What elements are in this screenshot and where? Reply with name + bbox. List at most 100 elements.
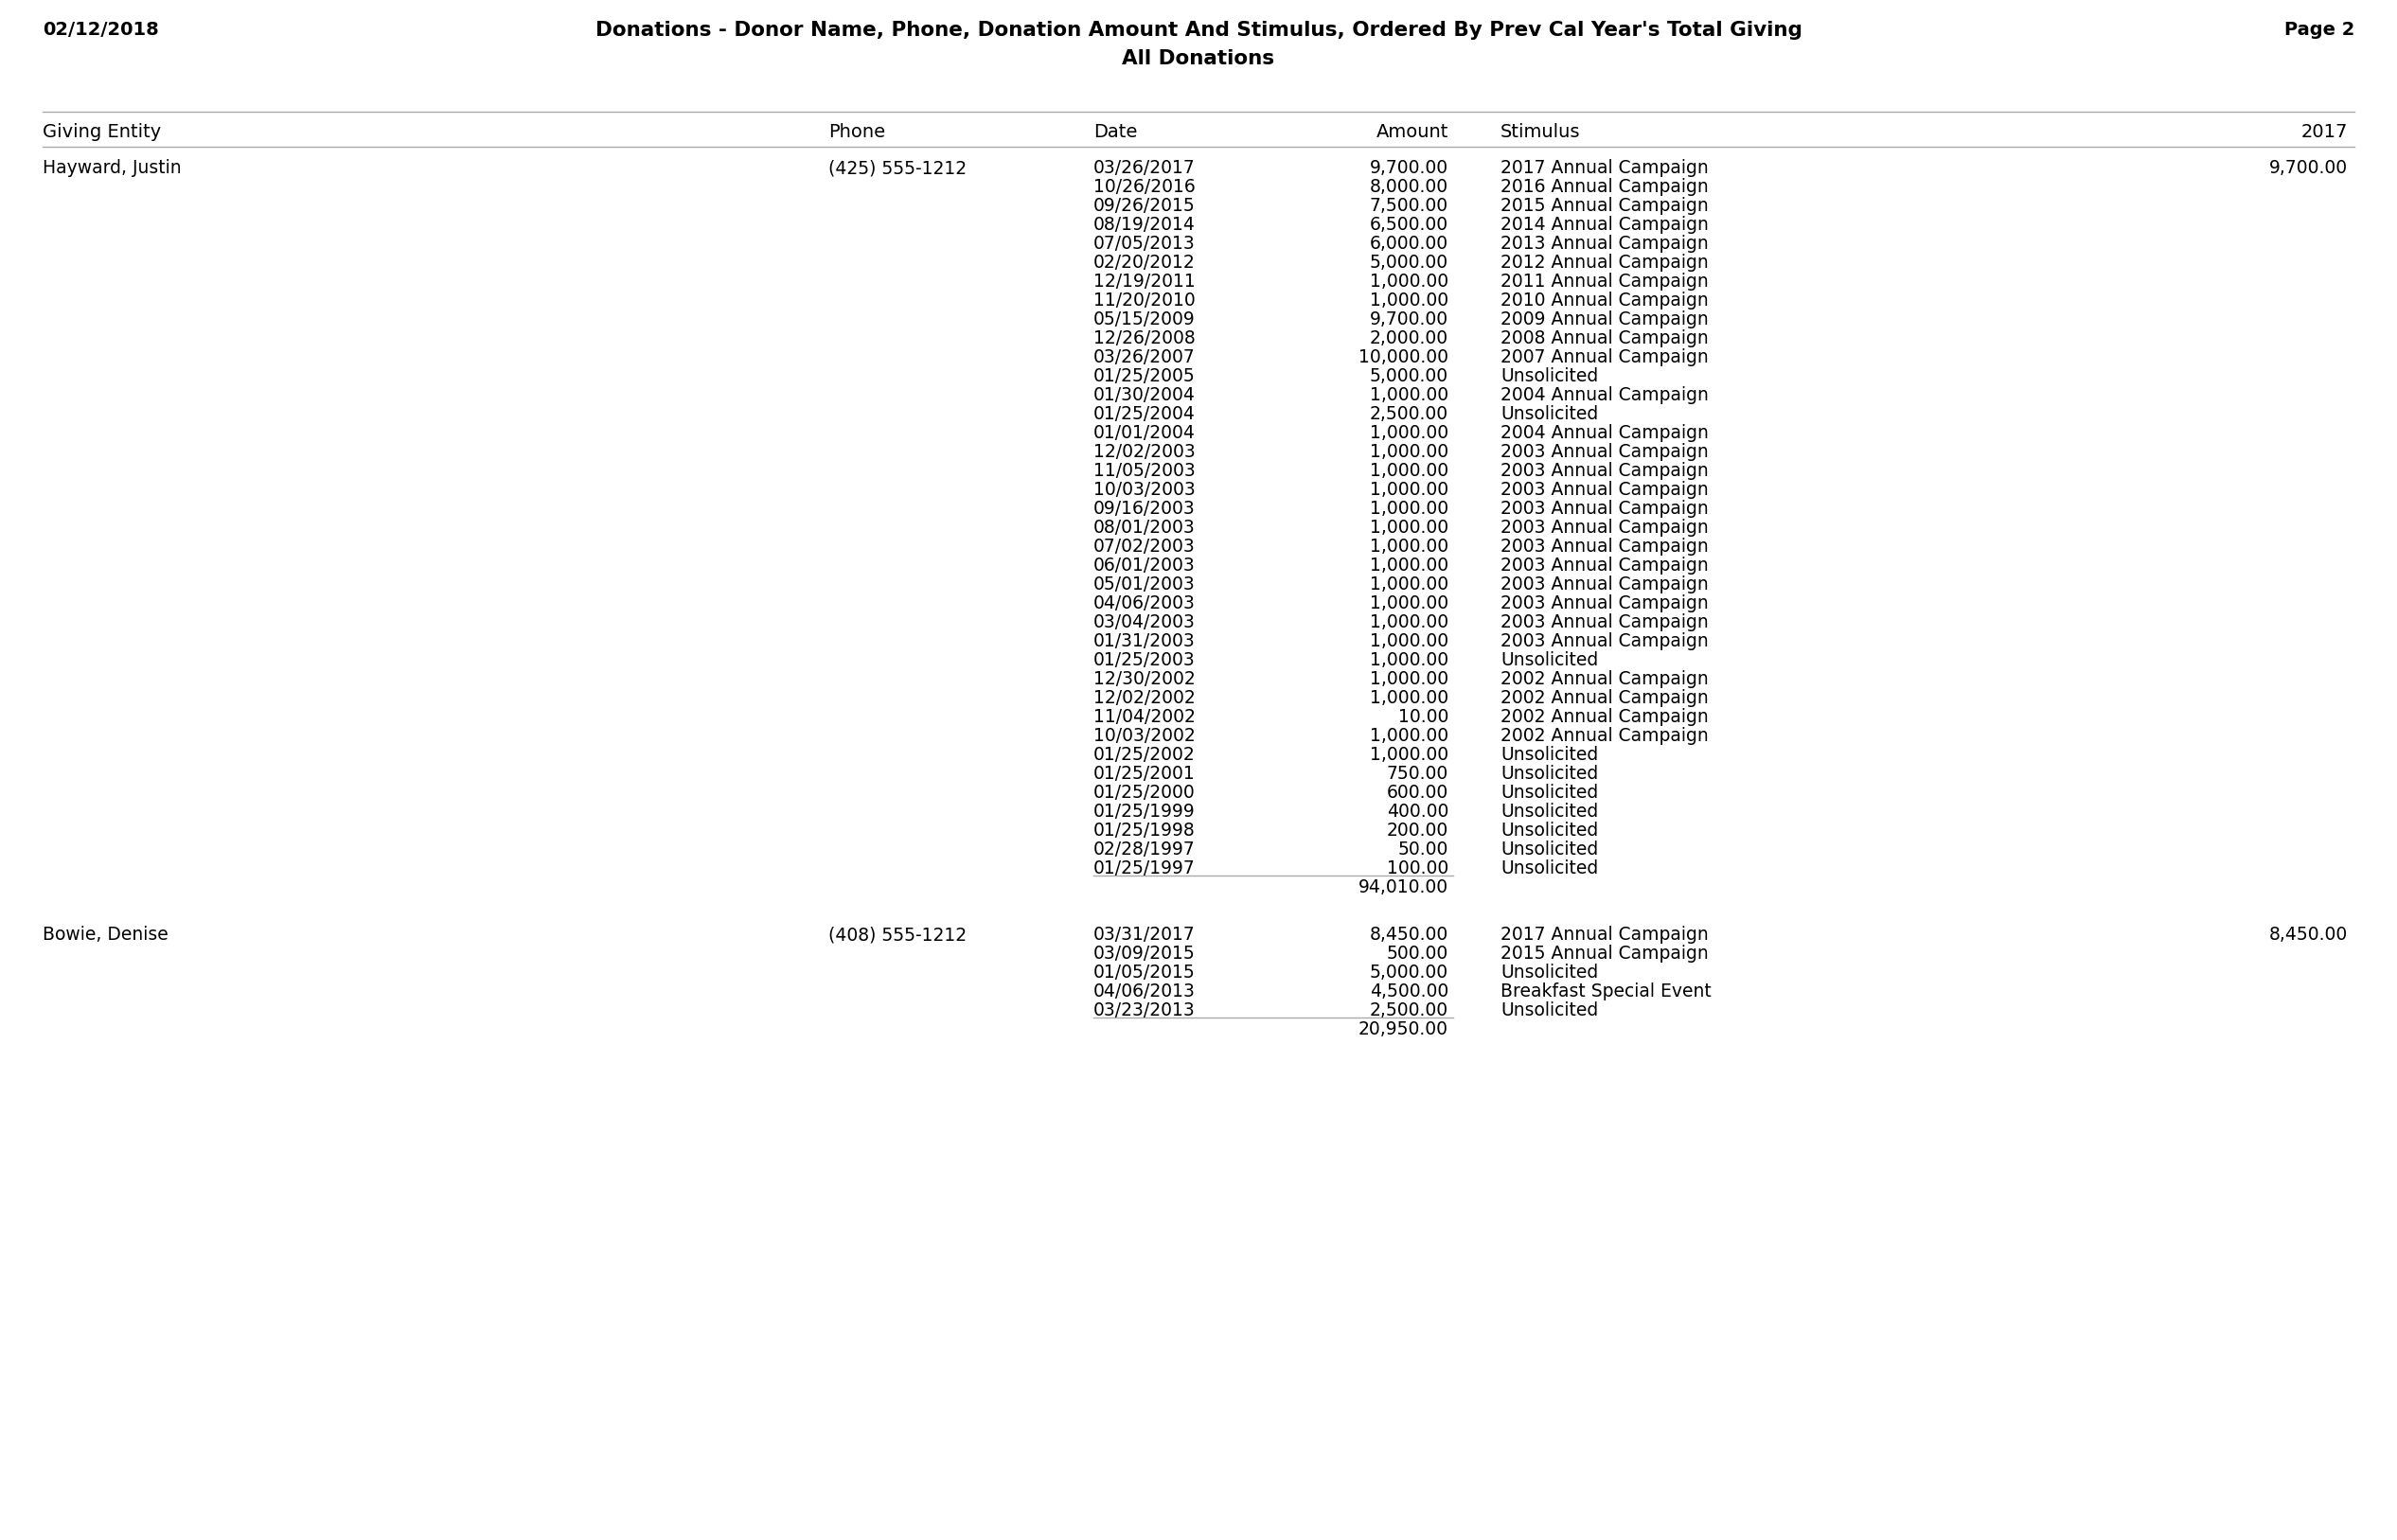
Text: 02/20/2012: 02/20/2012 xyxy=(1093,254,1196,271)
Text: Unsolicited: Unsolicited xyxy=(1501,784,1599,802)
Text: Unsolicited: Unsolicited xyxy=(1501,765,1599,782)
Text: 01/25/1997: 01/25/1997 xyxy=(1093,859,1196,878)
Text: 2015 Annual Campaign: 2015 Annual Campaign xyxy=(1501,197,1709,216)
Text: 2003 Annual Campaign: 2003 Annual Campaign xyxy=(1501,444,1709,460)
Text: 2004 Annual Campaign: 2004 Annual Campaign xyxy=(1501,387,1709,403)
Text: 1,000.00: 1,000.00 xyxy=(1369,576,1448,593)
Text: 2002 Annual Campaign: 2002 Annual Campaign xyxy=(1501,688,1709,707)
Text: 01/25/2001: 01/25/2001 xyxy=(1093,765,1196,782)
Text: Unsolicited: Unsolicited xyxy=(1501,405,1599,424)
Text: 02/28/1997: 02/28/1997 xyxy=(1093,841,1196,858)
Text: 02/12/2018: 02/12/2018 xyxy=(43,22,158,38)
Text: 2013 Annual Campaign: 2013 Annual Campaign xyxy=(1501,234,1709,253)
Text: 1,000.00: 1,000.00 xyxy=(1369,387,1448,403)
Text: 2009 Annual Campaign: 2009 Annual Campaign xyxy=(1501,311,1709,328)
Text: 8,450.00: 8,450.00 xyxy=(2270,926,2347,944)
Text: 01/01/2004: 01/01/2004 xyxy=(1093,424,1196,442)
Text: 1,000.00: 1,000.00 xyxy=(1369,651,1448,670)
Text: 2015 Annual Campaign: 2015 Annual Campaign xyxy=(1501,944,1709,962)
Text: 750.00: 750.00 xyxy=(1385,765,1448,782)
Text: 2002 Annual Campaign: 2002 Annual Campaign xyxy=(1501,708,1709,725)
Text: 2003 Annual Campaign: 2003 Annual Campaign xyxy=(1501,462,1709,480)
Text: 2003 Annual Campaign: 2003 Annual Campaign xyxy=(1501,519,1709,536)
Text: 2,000.00: 2,000.00 xyxy=(1369,330,1448,348)
Text: 4,500.00: 4,500.00 xyxy=(1369,983,1448,1001)
Text: 8,450.00: 8,450.00 xyxy=(1369,926,1448,944)
Text: 08/01/2003: 08/01/2003 xyxy=(1093,519,1196,536)
Text: 50.00: 50.00 xyxy=(1397,841,1448,858)
Text: 09/26/2015: 09/26/2015 xyxy=(1093,197,1196,216)
Text: 1,000.00: 1,000.00 xyxy=(1369,688,1448,707)
Text: 2003 Annual Campaign: 2003 Annual Campaign xyxy=(1501,594,1709,613)
Text: 400.00: 400.00 xyxy=(1385,802,1448,821)
Text: 5,000.00: 5,000.00 xyxy=(1369,367,1448,385)
Text: 12/19/2011: 12/19/2011 xyxy=(1093,273,1196,291)
Text: 07/02/2003: 07/02/2003 xyxy=(1093,537,1196,556)
Text: 01/31/2003: 01/31/2003 xyxy=(1093,633,1196,650)
Text: 03/04/2003: 03/04/2003 xyxy=(1093,613,1196,631)
Text: 2,500.00: 2,500.00 xyxy=(1369,1001,1448,1019)
Text: Donations - Donor Name, Phone, Donation Amount And Stimulus, Ordered By Prev Cal: Donations - Donor Name, Phone, Donation … xyxy=(594,22,1803,40)
Text: 1,000.00: 1,000.00 xyxy=(1369,424,1448,442)
Text: 03/31/2017: 03/31/2017 xyxy=(1093,926,1196,944)
Text: 200.00: 200.00 xyxy=(1385,821,1448,839)
Text: 1,000.00: 1,000.00 xyxy=(1369,480,1448,499)
Text: 05/15/2009: 05/15/2009 xyxy=(1093,311,1196,328)
Text: 1,000.00: 1,000.00 xyxy=(1369,633,1448,650)
Text: Hayward, Justin: Hayward, Justin xyxy=(43,159,182,177)
Text: (408) 555-1212: (408) 555-1212 xyxy=(829,926,966,944)
Text: Unsolicited: Unsolicited xyxy=(1501,745,1599,764)
Text: 9,700.00: 9,700.00 xyxy=(1369,159,1448,177)
Text: 01/25/2002: 01/25/2002 xyxy=(1093,745,1196,764)
Text: Stimulus: Stimulus xyxy=(1501,123,1580,142)
Text: 1,000.00: 1,000.00 xyxy=(1369,727,1448,745)
Text: 500.00: 500.00 xyxy=(1385,944,1448,962)
Text: 1,000.00: 1,000.00 xyxy=(1369,500,1448,517)
Text: (425) 555-1212: (425) 555-1212 xyxy=(829,159,966,177)
Text: 12/02/2003: 12/02/2003 xyxy=(1093,444,1196,460)
Text: 1,000.00: 1,000.00 xyxy=(1369,444,1448,460)
Text: Unsolicited: Unsolicited xyxy=(1501,821,1599,839)
Text: 2010 Annual Campaign: 2010 Annual Campaign xyxy=(1501,291,1709,310)
Text: 01/25/1998: 01/25/1998 xyxy=(1093,821,1196,839)
Text: 03/09/2015: 03/09/2015 xyxy=(1093,944,1196,962)
Text: 1,000.00: 1,000.00 xyxy=(1369,273,1448,291)
Text: 20,950.00: 20,950.00 xyxy=(1359,1021,1448,1038)
Text: 100.00: 100.00 xyxy=(1385,859,1448,878)
Text: Unsolicited: Unsolicited xyxy=(1501,1001,1599,1019)
Text: 01/25/2005: 01/25/2005 xyxy=(1093,367,1196,385)
Text: 01/25/2004: 01/25/2004 xyxy=(1093,405,1196,424)
Text: 1,000.00: 1,000.00 xyxy=(1369,462,1448,480)
Text: 2008 Annual Campaign: 2008 Annual Campaign xyxy=(1501,330,1709,348)
Text: 2017 Annual Campaign: 2017 Annual Campaign xyxy=(1501,159,1709,177)
Text: 2017: 2017 xyxy=(2301,123,2347,142)
Text: 2003 Annual Campaign: 2003 Annual Campaign xyxy=(1501,500,1709,517)
Text: 03/26/2017: 03/26/2017 xyxy=(1093,159,1196,177)
Text: 12/26/2008: 12/26/2008 xyxy=(1093,330,1196,348)
Text: 06/01/2003: 06/01/2003 xyxy=(1093,556,1196,574)
Text: Breakfast Special Event: Breakfast Special Event xyxy=(1501,983,1711,1001)
Text: 11/20/2010: 11/20/2010 xyxy=(1093,291,1196,310)
Text: 7,500.00: 7,500.00 xyxy=(1369,197,1448,216)
Text: All Donations: All Donations xyxy=(1122,49,1275,68)
Text: 12/02/2002: 12/02/2002 xyxy=(1093,688,1196,707)
Text: 08/19/2014: 08/19/2014 xyxy=(1093,216,1196,234)
Text: 2003 Annual Campaign: 2003 Annual Campaign xyxy=(1501,480,1709,499)
Text: 2016 Annual Campaign: 2016 Annual Campaign xyxy=(1501,179,1709,196)
Text: 03/23/2013: 03/23/2013 xyxy=(1093,1001,1196,1019)
Text: 1,000.00: 1,000.00 xyxy=(1369,613,1448,631)
Text: 10/03/2002: 10/03/2002 xyxy=(1093,727,1196,745)
Text: 5,000.00: 5,000.00 xyxy=(1369,964,1448,981)
Text: 10/03/2003: 10/03/2003 xyxy=(1093,480,1196,499)
Text: 1,000.00: 1,000.00 xyxy=(1369,537,1448,556)
Text: Unsolicited: Unsolicited xyxy=(1501,859,1599,878)
Text: 2017 Annual Campaign: 2017 Annual Campaign xyxy=(1501,926,1709,944)
Text: Unsolicited: Unsolicited xyxy=(1501,367,1599,385)
Text: 2003 Annual Campaign: 2003 Annual Campaign xyxy=(1501,537,1709,556)
Text: 1,000.00: 1,000.00 xyxy=(1369,670,1448,688)
Text: 10.00: 10.00 xyxy=(1397,708,1448,725)
Text: 09/16/2003: 09/16/2003 xyxy=(1093,500,1196,517)
Text: Amount: Amount xyxy=(1376,123,1448,142)
Text: 2011 Annual Campaign: 2011 Annual Campaign xyxy=(1501,273,1709,291)
Text: 01/25/2003: 01/25/2003 xyxy=(1093,651,1196,670)
